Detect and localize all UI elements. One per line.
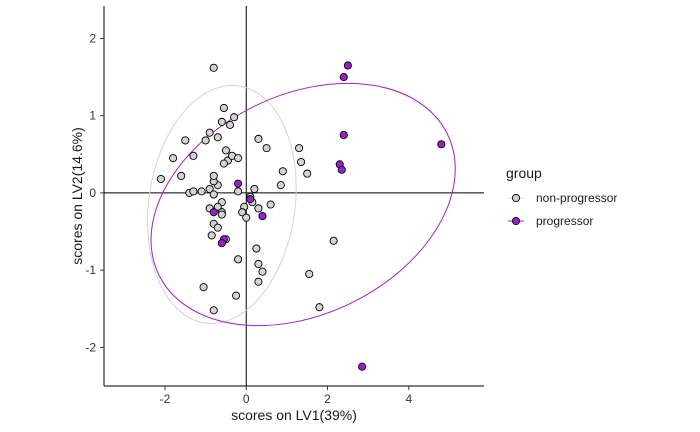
ellipse-non-progressor [147,85,297,324]
y-tick-label: 1 [89,109,96,123]
point-non-progressor-45 [254,204,263,213]
y-tick-label: -1 [85,263,96,277]
point-non-progressor-41 [217,210,226,219]
point-non-progressor-34 [250,184,259,194]
point-progressor-9 [209,208,218,217]
point-non-progressor-9 [205,128,214,137]
legend-key-point-progressor [511,216,521,226]
point-progressor-8 [258,212,267,221]
point-progressor-7 [246,195,255,204]
y-tick-label: -2 [85,340,96,354]
point-non-progressor-7 [217,117,226,126]
legend-key-point-non-progressor [511,193,521,203]
legend-title: group [506,165,542,181]
point-non-progressor-62 [329,236,338,245]
point-non-progressor-2 [189,151,198,160]
point-non-progressor-1 [181,136,190,145]
point-non-progressor-29 [209,190,218,199]
point-non-progressor-8 [225,120,235,129]
point-non-progressor-54 [254,259,263,269]
point-non-progressor-28 [205,184,214,194]
point-non-progressor-52 [252,244,261,253]
point-non-progressor-27 [197,187,206,196]
point-non-progressor-56 [254,277,263,286]
point-non-progressor-5 [156,174,165,184]
point-progressor-5 [437,140,446,149]
point-non-progressor-26 [189,187,198,196]
point-progressor-1 [339,73,348,82]
point-non-progressor-32 [209,171,218,180]
x-tick-label: -2 [160,392,171,406]
point-non-progressor-48 [213,223,222,232]
point-non-progressor-0 [209,63,218,72]
point-non-progressor-46 [266,200,275,209]
point-non-progressor-49 [207,231,216,240]
point-progressor-12 [358,362,367,371]
point-non-progressor-60 [209,306,218,315]
point-non-progressor-53 [234,255,243,264]
point-non-progressor-19 [254,134,263,143]
point-non-progressor-20 [276,181,285,190]
y-axis-title: scores on LV2(14.6%) [69,127,85,264]
plot-area [104,6,484,386]
point-non-progressor-18 [262,144,271,153]
point-progressor-6 [234,179,243,188]
point-progressor-2 [339,130,348,140]
point-non-progressor-33 [234,187,243,196]
point-non-progressor-17 [219,159,228,168]
point-non-progressor-55 [258,267,267,276]
point-non-progressor-6 [219,103,228,113]
point-non-progressor-10 [201,136,210,145]
legend-label-progressor: progressor [536,214,593,228]
point-non-progressor-22 [295,144,304,153]
x-tick-label: 0 [243,392,250,406]
point-non-progressor-12 [230,113,239,122]
legend: group non-progressor progressor [506,165,617,228]
point-non-progressor-57 [305,269,314,279]
point-progressor-11 [217,239,226,248]
y-tick-label: 0 [89,186,96,200]
point-non-progressor-21 [278,167,287,176]
point-non-progressor-13 [221,146,230,155]
point-non-progressor-16 [234,154,243,163]
point-non-progressor-58 [199,283,208,292]
x-tick-label: 4 [405,392,412,406]
point-non-progressor-44 [242,213,251,222]
legend-label-non-progressor: non-progressor [536,191,617,205]
axes: -2 0 2 4 -2 -1 0 1 2 [85,6,484,406]
point-non-progressor-23 [297,157,306,167]
point-non-progressor-59 [232,291,241,300]
x-axis-title: scores on LV1(39%) [231,407,357,423]
y-tick-label: 2 [89,31,96,45]
point-non-progressor-43 [238,208,247,217]
point-non-progressor-11 [213,133,222,142]
point-progressor-4 [337,165,346,174]
point-non-progressor-38 [213,202,222,211]
point-non-progressor-3 [169,154,178,163]
ellipse-progressor [150,82,456,327]
point-progressor-0 [343,61,352,70]
point-non-progressor-61 [315,303,324,312]
point-non-progressor-4 [177,171,186,180]
point-non-progressor-24 [303,169,312,178]
x-tick-label: 2 [324,392,331,406]
